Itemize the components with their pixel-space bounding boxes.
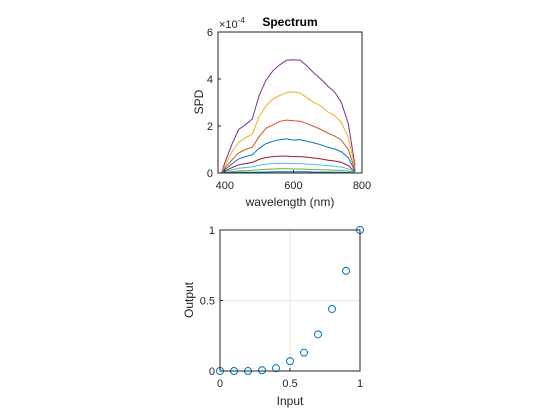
spectrum-title: Spectrum xyxy=(262,15,317,29)
response-data-point xyxy=(272,364,280,373)
spectrum-series-line-1 xyxy=(220,59,356,174)
response-y-tick-label: 1 xyxy=(209,225,215,237)
response-panel: 0 0.5 1 0 0.5 1 Input Output xyxy=(182,225,364,408)
response-y-axis-label: Output xyxy=(182,281,196,318)
spectrum-x-tick-label: 800 xyxy=(353,180,371,192)
exponent-base: ×10 xyxy=(219,19,238,31)
spectrum-panel: 400 600 800 0 2 4 6 Spectrum ×10-4 wavelength … xyxy=(192,15,371,209)
spectrum-x-tick-label: 600 xyxy=(284,180,302,192)
spectrum-lines xyxy=(220,59,356,174)
spectrum-series-line-7 xyxy=(221,168,356,174)
exponent-power: -4 xyxy=(238,16,246,25)
spectrum-y-tick-label: 0 xyxy=(207,168,213,180)
spectrum-series-line-2 xyxy=(220,91,356,174)
spectrum-series-line-4 xyxy=(221,138,356,174)
response-data-point xyxy=(342,266,350,275)
response-data-point xyxy=(286,357,294,366)
spectrum-y-exponent: ×10-4 xyxy=(219,16,245,31)
spectrum-ticks: 400 600 800 0 2 4 6 xyxy=(207,27,371,192)
response-ticks: 0 0.5 1 0 0.5 1 xyxy=(200,225,363,390)
response-y-tick-label: 0 xyxy=(209,366,215,378)
response-data-point xyxy=(314,330,322,339)
spectrum-series-line-6 xyxy=(221,162,356,174)
response-y-tick-label: 0.5 xyxy=(200,296,215,308)
spectrum-y-tick-label: 4 xyxy=(207,74,213,86)
response-x-tick-label: 0 xyxy=(217,378,223,390)
response-data-point xyxy=(300,348,308,357)
response-x-axis-label: Input xyxy=(277,394,304,408)
response-data-point xyxy=(258,366,266,375)
response-data-point xyxy=(328,304,336,313)
spectrum-y-tick-label: 6 xyxy=(207,27,213,39)
response-grid xyxy=(219,229,361,372)
spectrum-series-line-8 xyxy=(221,171,356,174)
spectrum-axes-box xyxy=(217,31,363,174)
response-x-tick-label: 0.5 xyxy=(282,378,297,390)
spectrum-x-tick-label: 400 xyxy=(216,180,234,192)
spectrum-y-axis-label: SPD xyxy=(192,89,206,114)
response-x-tick-label: 1 xyxy=(357,378,363,390)
spectrum-y-tick-label: 2 xyxy=(207,121,213,133)
spectrum-x-axis-label: wavelength (nm) xyxy=(245,195,335,209)
spectrum-series-line-5 xyxy=(221,155,356,174)
spectrum-series-line-3 xyxy=(220,119,356,174)
